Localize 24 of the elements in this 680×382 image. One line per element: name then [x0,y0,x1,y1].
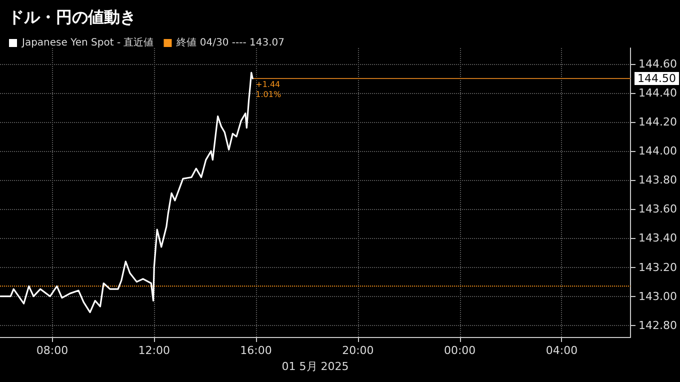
ref-line-label: 144.50 [638,72,676,85]
y-tick-label: 143.60 [638,202,678,216]
y-tick-label: 143.20 [638,260,678,274]
x-tick-label: 20:00 [342,344,374,357]
legend-label: 終値 04/30 ---- 143.07 [176,36,285,48]
x-tick-label: 12:00 [138,344,170,357]
x-tick-label: 04:00 [546,344,578,357]
y-tick-label: 143.80 [638,174,678,187]
y-tick-label: 142.80 [638,318,678,332]
legend-label: Japanese Yen Spot - 直近値 [21,36,154,48]
y-tick-label: 143.40 [638,232,678,245]
line-series [0,72,254,314]
x-tick-label: 16:00 [240,344,272,357]
annotation: +1.44 [256,80,280,89]
annotation: 1.01% [256,90,282,99]
x-axis-title: 01 5月 2025 [282,360,349,373]
x-tick-label: 00:00 [444,344,476,357]
chart-title: ドル・円の値動き [8,8,136,26]
y-tick-label: 144.40 [638,86,678,100]
x-tick-label: 08:00 [36,344,68,357]
y-tick-label: 144.20 [638,116,678,129]
y-tick-label: 143.00 [638,290,678,303]
y-tick-label: 144.60 [638,57,678,70]
y-tick-label: 144.00 [638,144,678,158]
